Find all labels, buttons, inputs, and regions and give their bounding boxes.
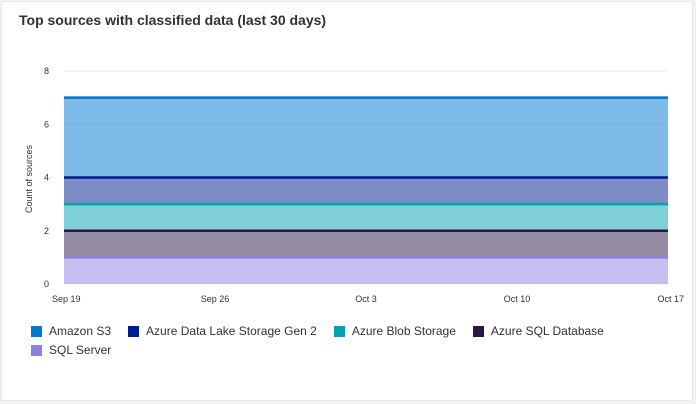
- series-lines: [64, 96, 668, 259]
- y-tick-label: 4: [44, 173, 49, 183]
- x-axis-ticks: Sep 19 Sep 26 Oct 3 Oct 10 Oct 17: [52, 294, 684, 304]
- area-amazon-s3[interactable]: [64, 97, 668, 178]
- x-tick-label: Oct 10: [504, 294, 531, 304]
- x-tick-label: Oct 3: [355, 294, 377, 304]
- legend-label: Amazon S3: [49, 324, 112, 338]
- legend-item-azure-blob-storage[interactable]: Azure Blob Storage: [333, 323, 456, 339]
- legend-item-azure-data-lake-storage-gen-2[interactable]: Azure Data Lake Storage Gen 2: [128, 323, 317, 339]
- legend-swatch: [31, 344, 42, 356]
- x-tick-label: Sep 19: [52, 294, 81, 304]
- legend-label: Azure Data Lake Storage Gen 2: [146, 324, 317, 338]
- legend-item-sql-server[interactable]: SQL Server: [31, 342, 111, 358]
- stacked-area-chart: 0 2 4 6 8 Sep 19 Sep 26 Oct 3 Oct 10 Oct 17 Coun…: [24, 66, 684, 304]
- x-tick-label: Sep 26: [201, 294, 230, 304]
- area-azure-blob-storage[interactable]: [64, 204, 668, 231]
- legend-swatch: [31, 325, 42, 337]
- series-areas: [64, 97, 668, 284]
- y-tick-label: 0: [44, 279, 49, 289]
- legend-label: SQL Server: [49, 343, 112, 357]
- legend-item-amazon-s3[interactable]: Amazon S3: [31, 323, 111, 339]
- y-axis-label: Count of sources: [24, 144, 34, 213]
- legend-label: Azure SQL Database: [490, 324, 604, 338]
- area-sql-server[interactable]: [64, 257, 668, 284]
- y-tick-label: 8: [44, 66, 49, 76]
- y-axis-ticks: 0 2 4 6 8: [44, 66, 49, 289]
- legend-swatch: [333, 325, 345, 337]
- card-title: Top sources with classified data (last 3…: [19, 12, 327, 28]
- area-azure-sql-database[interactable]: [64, 230, 668, 258]
- legend-item-azure-sql-database[interactable]: Azure SQL Database: [472, 323, 604, 339]
- x-tick-label: Oct 17: [657, 294, 684, 304]
- area-azure-data-lake-storage-gen-2[interactable]: [64, 177, 668, 205]
- legend-swatch: [128, 325, 140, 337]
- legend-label: Azure Blob Storage: [351, 324, 456, 338]
- y-tick-label: 2: [44, 226, 49, 236]
- legend-swatch: [472, 325, 484, 337]
- y-tick-label: 6: [44, 119, 49, 129]
- chart-legend: Amazon S3 Azure Data Lake Storage Gen 2 Az…: [31, 323, 651, 358]
